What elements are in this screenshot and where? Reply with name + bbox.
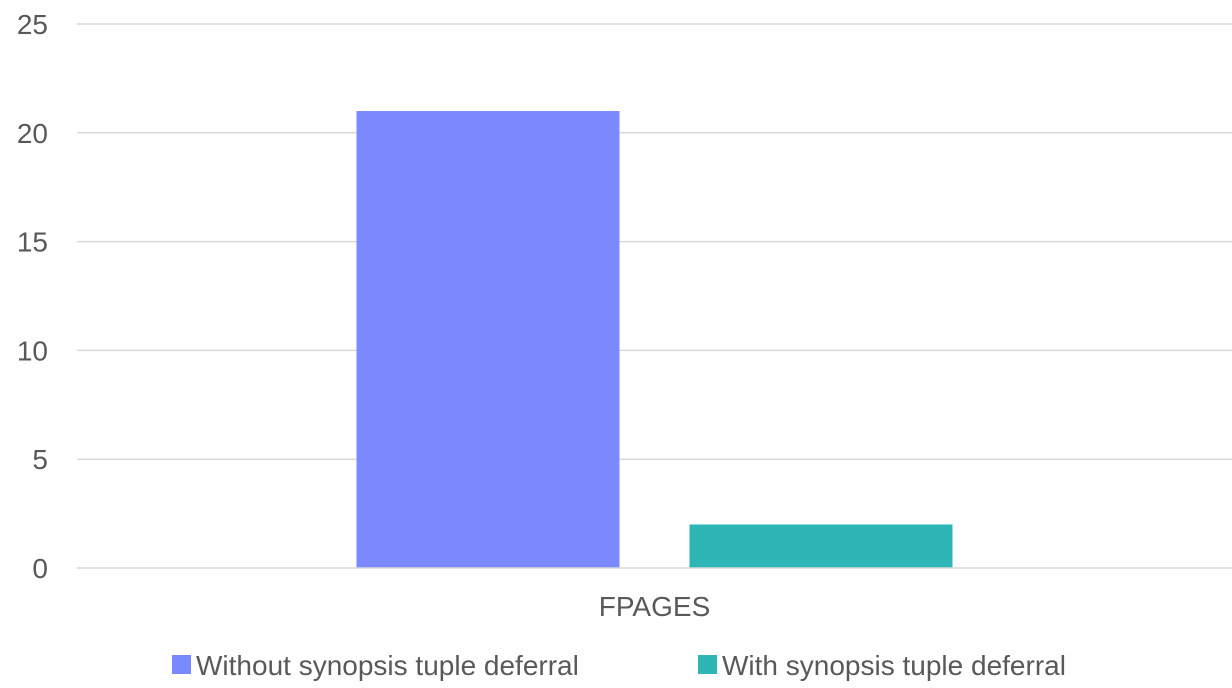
legend-label: Without synopsis tuple deferral [196,650,579,681]
x-category-label: FPAGES [599,591,711,622]
y-tick-label: 0 [32,553,48,584]
legend-swatch [172,655,191,674]
y-axis-tick-labels: 0 5 10 15 20 25 [17,9,48,584]
y-tick-label: 20 [17,118,48,149]
y-tick-label: 25 [17,9,48,40]
y-tick-label: 5 [32,444,48,475]
y-tick-label: 10 [17,335,48,366]
x-axis-category-labels: FPAGES [599,591,711,622]
bar-with-deferral-fpages [689,524,953,568]
legend: Without synopsis tuple deferral With syno… [172,650,1066,681]
legend-item-without-deferral: Without synopsis tuple deferral [172,650,579,681]
y-tick-label: 15 [17,227,48,258]
gridlines [77,23,1232,460]
legend-swatch [698,655,717,674]
legend-label: With synopsis tuple deferral [722,650,1066,681]
legend-item-with-deferral: With synopsis tuple deferral [698,650,1066,681]
bars [356,111,953,568]
bar-without-deferral-fpages [356,111,620,568]
